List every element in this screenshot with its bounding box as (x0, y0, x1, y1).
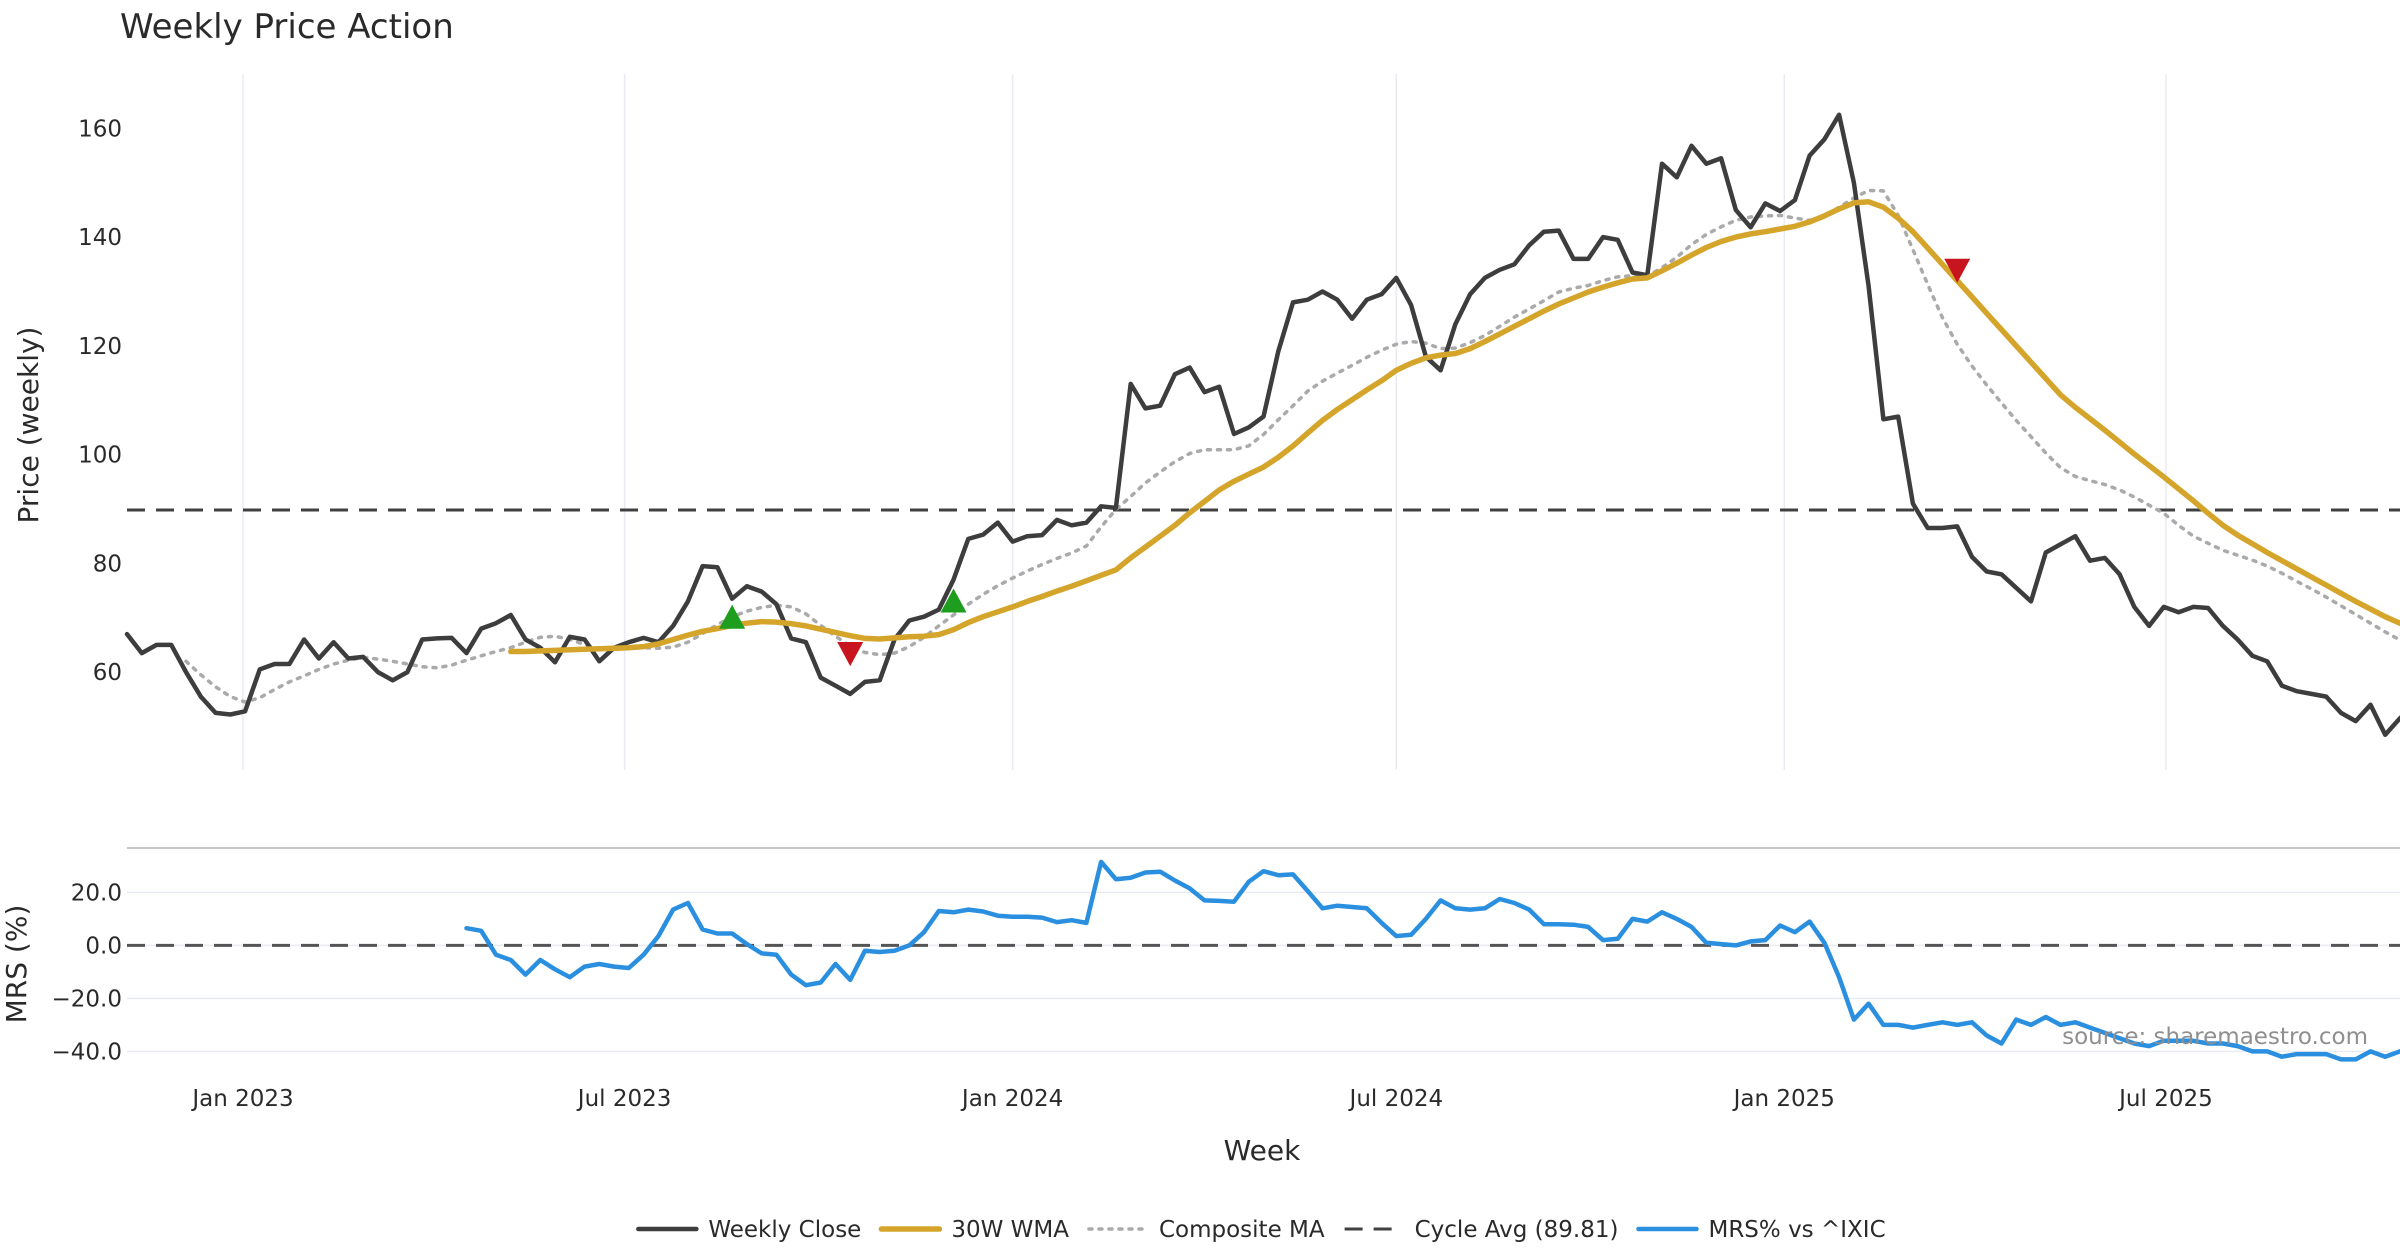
y-tick-label-p1-2: −20.0 (52, 986, 122, 1012)
legend-composite-ma-label: Composite MA (1159, 1217, 1325, 1243)
x-tick-label-4: Jan 2025 (1732, 1086, 1835, 1112)
series-layer (124, 112, 2400, 1062)
legend-30w-wma-label: 30W WMA (951, 1217, 1069, 1243)
y-tick-label-p0-0: 60 (93, 660, 122, 686)
y-axis-label-mrs: MRS (%) (0, 905, 33, 1024)
chart-title: Weekly Price Action (120, 7, 454, 47)
axis-ticks: Jan 2023 Jul 2023 Jan 2024 Jul 2024 Jan 2025… (52, 116, 2213, 1112)
y-tick-label-p0-1: 80 (93, 551, 122, 577)
y-axis-label-price: Price (weekly) (12, 327, 45, 524)
sell-signal-marker-3 (1944, 258, 1971, 283)
mrs-vs-ixic-line (464, 859, 2400, 1062)
composite-ma-line (184, 188, 2400, 704)
grid-layer (127, 74, 2400, 1053)
y-tick-label-p0-4: 140 (78, 225, 122, 251)
legend: Weekly Close 30W WMA Composite MA Cycle Avg… (636, 1217, 1886, 1243)
buy-signal-marker-0 (719, 604, 746, 629)
sell-signal-marker-2 (837, 642, 864, 667)
signal-markers (719, 258, 1971, 667)
x-axis-label: Week (1224, 1134, 1301, 1167)
y-tick-label-p0-2: 100 (78, 443, 122, 469)
y-tick-label-p0-3: 120 (78, 334, 122, 360)
x-tick-label-1: Jul 2023 (576, 1086, 672, 1112)
y-tick-label-p1-1: 0.0 (85, 933, 122, 959)
y-tick-label-p1-0: 20.0 (71, 880, 122, 906)
reference-lines (127, 508, 2400, 947)
buy-signal-marker-1 (940, 588, 967, 613)
weekly-close-line (124, 112, 2400, 737)
legend-mrs-vs-ixic-label: MRS% vs ^IXIC (1708, 1217, 1885, 1243)
legend-weekly-close-label: Weekly Close (708, 1217, 861, 1243)
y-tick-label-p0-5: 160 (78, 116, 122, 142)
source-credit: source: sharemaestro.com (2062, 1024, 2368, 1050)
legend-cycle-avg-89-81-label: Cycle Avg (89.81) (1415, 1217, 1619, 1243)
x-tick-label-0: Jan 2023 (190, 1086, 293, 1112)
30w-wma-line (508, 199, 2400, 655)
y-tick-label-p1-3: −40.0 (52, 1039, 122, 1065)
x-tick-label-3: Jul 2024 (1348, 1086, 1444, 1112)
x-tick-label-5: Jul 2025 (2117, 1086, 2213, 1112)
x-tick-label-2: Jan 2024 (960, 1086, 1063, 1112)
